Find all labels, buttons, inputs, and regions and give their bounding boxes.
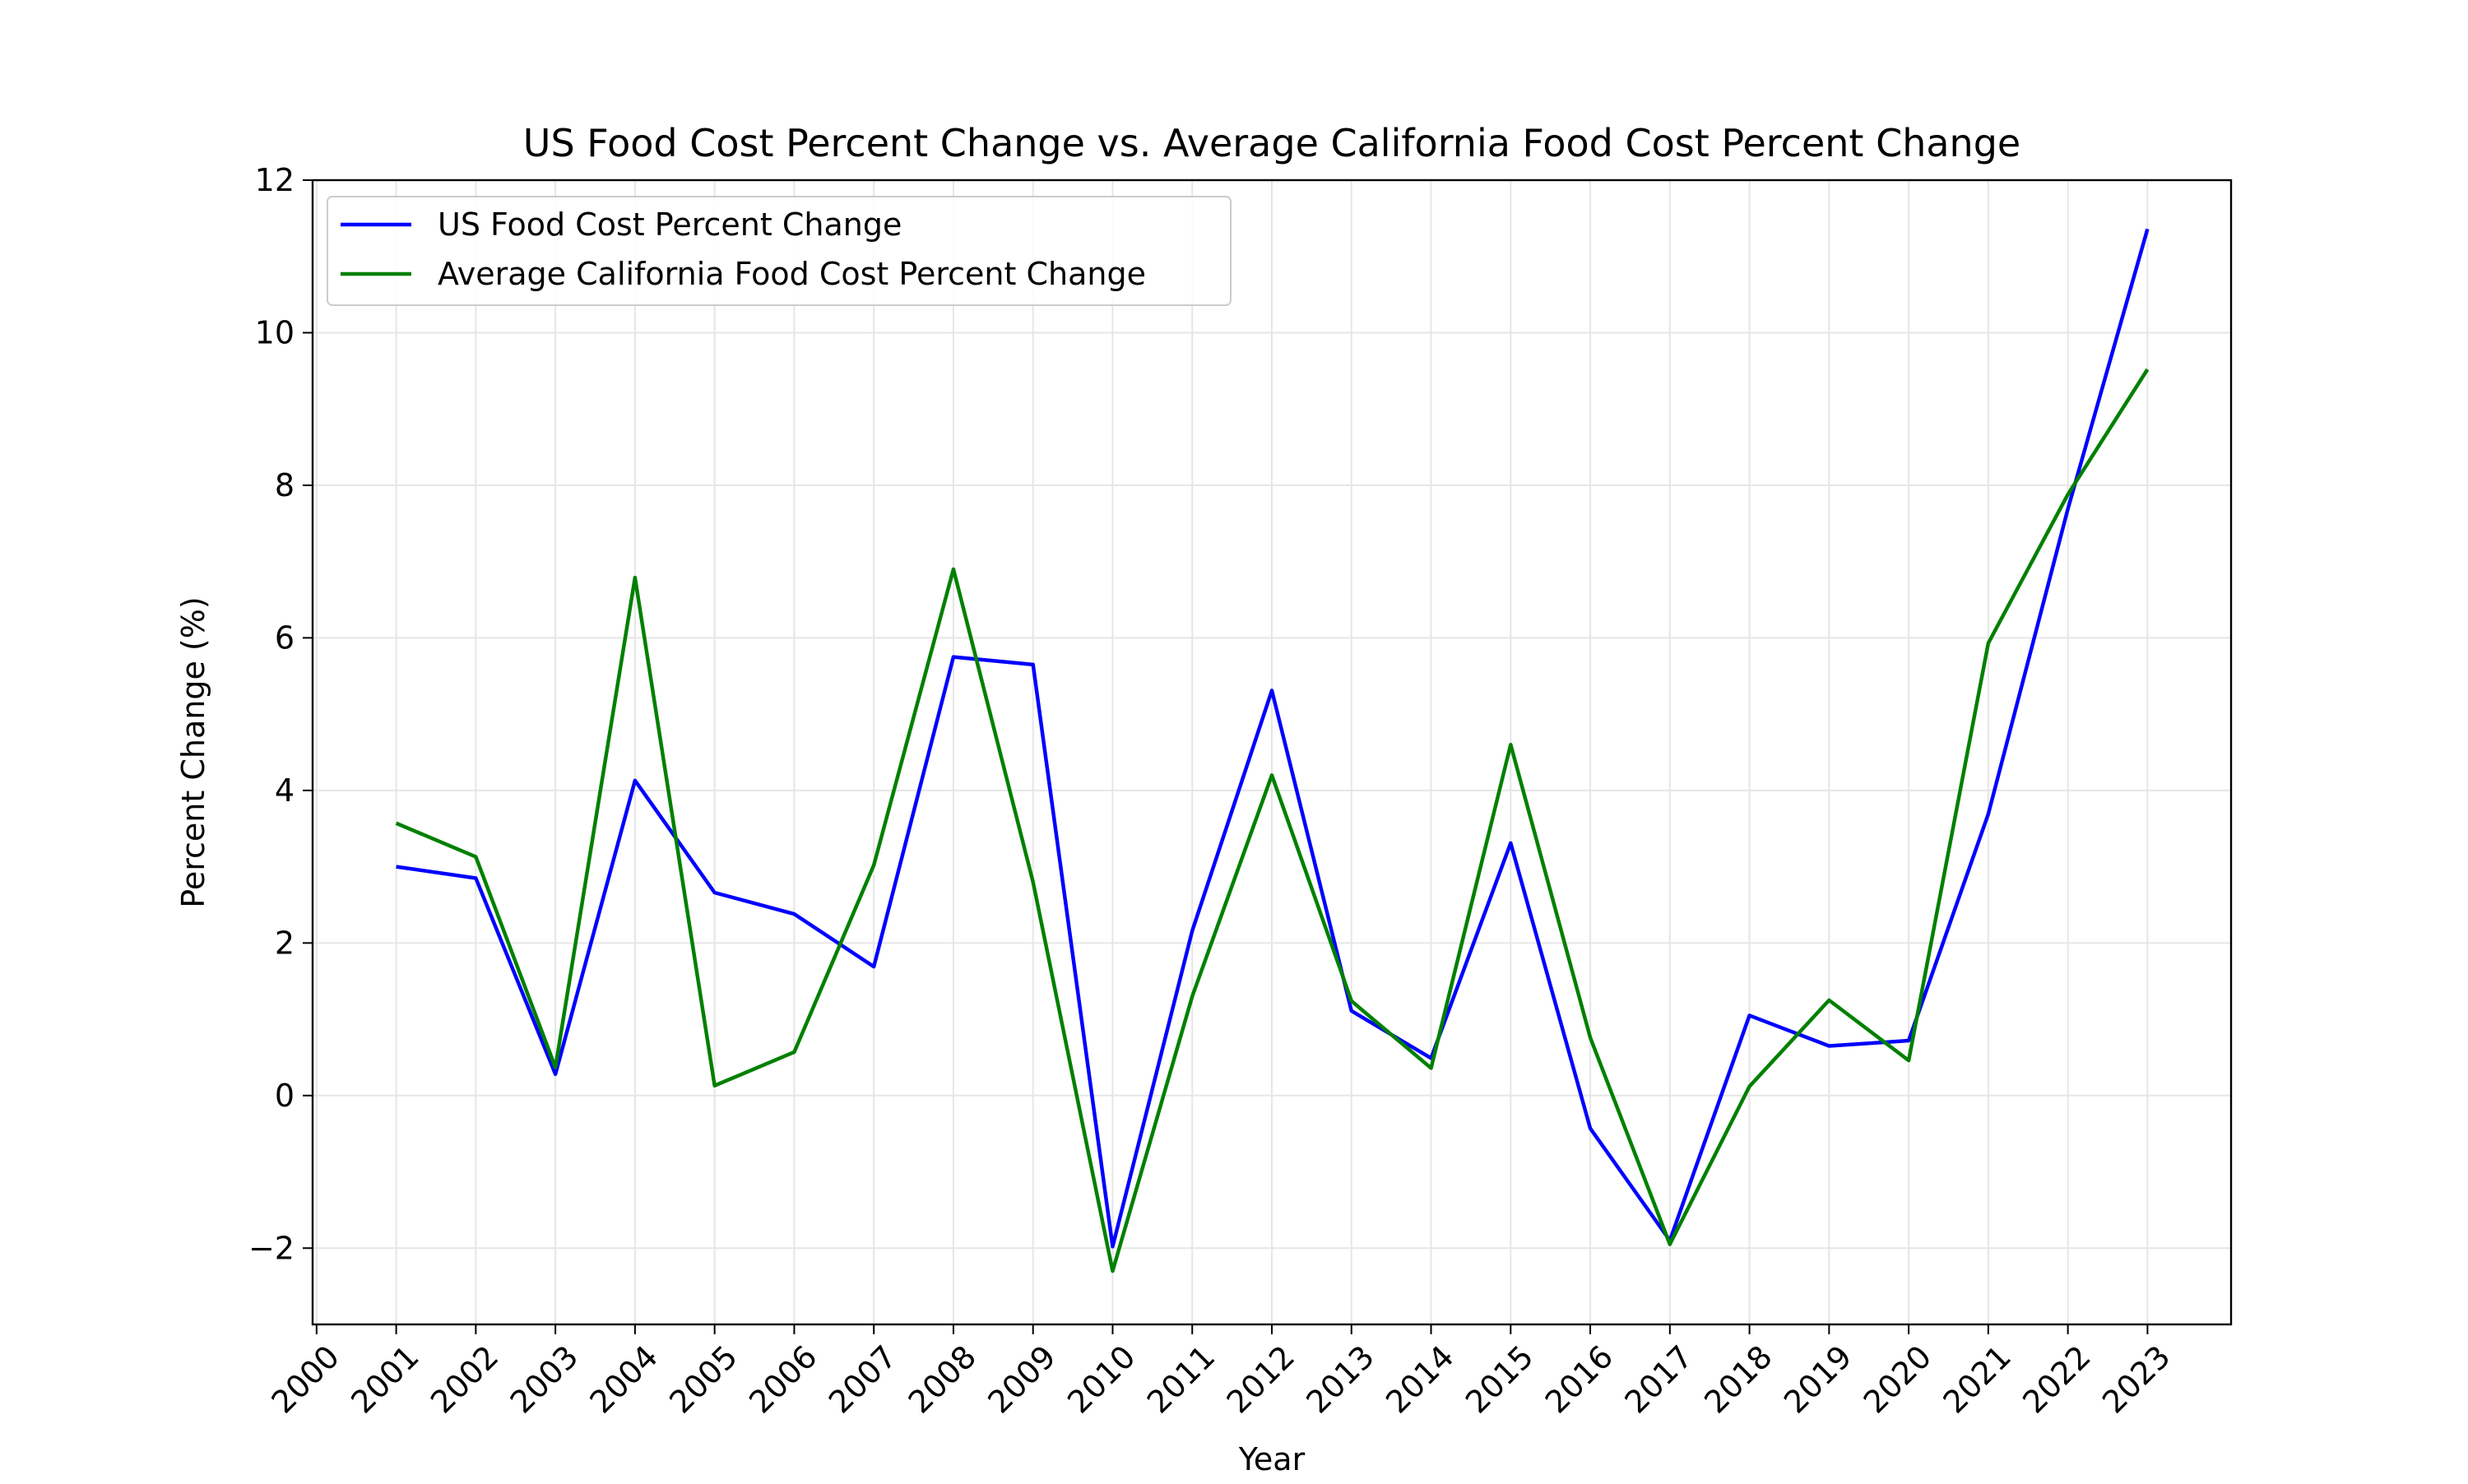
x-tick-label-2009: 2009	[981, 1338, 1063, 1421]
x-tick-label-2022: 2022	[2016, 1338, 2098, 1421]
x-tick-label-2012: 2012	[1220, 1338, 1302, 1421]
x-tick-label-2004: 2004	[583, 1338, 666, 1421]
legend-label-california: Average California Food Cost Percent Cha…	[438, 256, 1146, 292]
y-tick-label-0: 0	[275, 1078, 295, 1114]
x-tick-label-2000: 2000	[264, 1338, 346, 1421]
legend: US Food Cost Percent Change Average Cali…	[327, 196, 1232, 306]
x-tick-label-2021: 2021	[1937, 1338, 2019, 1421]
x-axis-label: Year	[1238, 1441, 1306, 1477]
x-tick-label-2017: 2017	[1617, 1338, 1700, 1421]
series-lines	[395, 228, 2150, 1273]
x-tick-label-2011: 2011	[1140, 1338, 1222, 1421]
y-tick-label-6: 6	[275, 619, 295, 656]
x-tick-label-2015: 2015	[1459, 1338, 1541, 1421]
y-tick-label--2: −2	[248, 1230, 295, 1266]
y-tick-label-4: 4	[275, 772, 295, 809]
y-tick-label-8: 8	[275, 467, 295, 503]
x-tick-label-2013: 2013	[1299, 1338, 1381, 1421]
x-tick-label-2023: 2023	[2095, 1338, 2178, 1421]
x-tick-label-2008: 2008	[902, 1338, 984, 1421]
legend-box	[327, 196, 1232, 306]
y-tick-label-12: 12	[255, 162, 295, 198]
y-tick-label-10: 10	[255, 314, 295, 350]
y-axis-label: Percent Change (%)	[175, 596, 211, 907]
x-tick-label-2001: 2001	[344, 1338, 426, 1421]
x-tick-label-2007: 2007	[822, 1338, 904, 1421]
grid	[313, 179, 2231, 1324]
series-line-us	[396, 228, 2150, 1249]
x-tick-label-2003: 2003	[503, 1338, 586, 1421]
legend-label-us: US Food Cost Percent Change	[438, 206, 902, 243]
x-tick-label-2016: 2016	[1538, 1338, 1621, 1421]
x-tick-label-2005: 2005	[662, 1338, 745, 1421]
chart-title: US Food Cost Percent Change vs. Average …	[523, 121, 2020, 165]
x-tick-label-2014: 2014	[1379, 1338, 1461, 1421]
x-tick-label-2019: 2019	[1777, 1338, 1859, 1421]
y-tick-label-2: 2	[275, 925, 295, 961]
x-tick-label-2020: 2020	[1857, 1338, 1939, 1421]
x-tick-label-2010: 2010	[1060, 1338, 1143, 1421]
x-tick-label-2018: 2018	[1697, 1338, 1779, 1421]
series-line-california	[395, 368, 2150, 1273]
x-tick-label-2002: 2002	[424, 1338, 506, 1421]
x-tick-label-2006: 2006	[742, 1338, 824, 1421]
